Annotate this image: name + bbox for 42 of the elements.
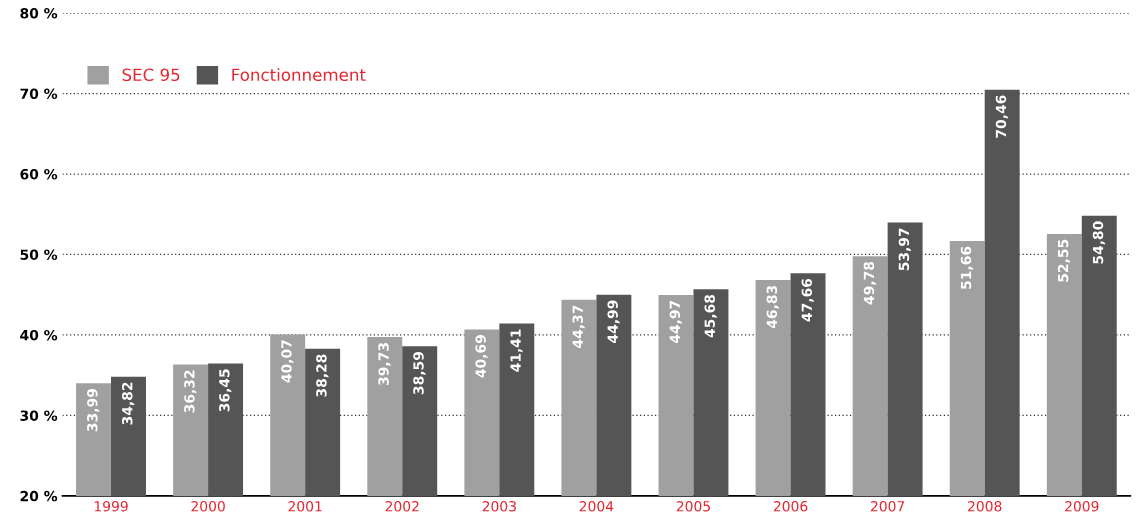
data-label: 54,80 — [1092, 221, 1106, 264]
legend-label: SEC 95 — [122, 68, 180, 82]
data-label: 52,55 — [1057, 239, 1071, 282]
data-label: 40,69 — [475, 335, 488, 378]
y-tick-label: 70 % — [20, 88, 58, 99]
data-label: 38,59 — [413, 352, 426, 395]
data-label: 49,78 — [863, 261, 876, 305]
x-tick-label: 2006 — [773, 501, 808, 512]
data-label: 41,41 — [510, 329, 523, 372]
data-label: 44,99 — [607, 300, 620, 343]
data-label: 39,73 — [378, 343, 391, 385]
x-tick-label: 2001 — [288, 501, 322, 512]
y-tick-label: 30 % — [20, 410, 58, 421]
x-tick-label: 2008 — [968, 501, 1002, 512]
data-label: 36,32 — [184, 370, 197, 413]
data-label: 45,68 — [704, 294, 717, 338]
y-tick-label: 50 % — [20, 249, 58, 260]
y-tick-label: 80 % — [20, 8, 58, 19]
x-tick-label: 2005 — [676, 501, 710, 512]
y-tick-label: 60 % — [20, 168, 58, 180]
x-tick-label: 2009 — [1065, 501, 1099, 512]
data-label: 70,46 — [995, 95, 1008, 138]
x-tick-label: 2000 — [191, 501, 225, 512]
x-tick-label: 2004 — [579, 501, 614, 512]
x-tick-label: 2007 — [870, 501, 905, 512]
data-label: 47,66 — [801, 278, 814, 322]
y-tick-label: 20 % — [20, 490, 58, 502]
data-label: 51,66 — [960, 246, 974, 289]
y-tick-label: 40 % — [20, 329, 58, 341]
legend-label: Fonctionnement — [232, 68, 366, 82]
data-label: 46,83 — [766, 285, 779, 329]
data-label: 40,07 — [281, 340, 294, 383]
data-label: 44,97 — [669, 300, 682, 344]
data-label: 34,82 — [122, 382, 135, 425]
x-tick-label: 2002 — [385, 501, 419, 512]
data-label: 44,37 — [572, 305, 585, 348]
x-tick-label: 1999 — [94, 501, 128, 512]
data-label: 33,99 — [87, 389, 100, 432]
x-tick-label: 2003 — [482, 501, 516, 512]
data-label: 53,97 — [898, 228, 911, 271]
data-label: 36,45 — [219, 369, 232, 412]
data-label: 38,28 — [316, 354, 329, 397]
